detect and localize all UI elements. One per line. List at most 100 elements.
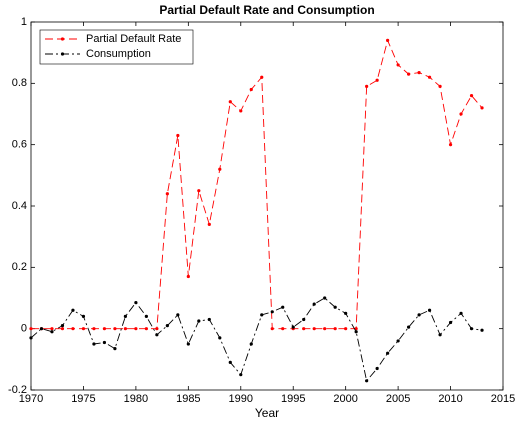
point bbox=[207, 317, 211, 322]
y-tick-label: -0.2 bbox=[8, 384, 27, 396]
y-tick-label: 1 bbox=[21, 16, 27, 28]
x-tick-label: 2010 bbox=[438, 393, 462, 405]
point bbox=[134, 327, 138, 331]
point bbox=[480, 106, 484, 110]
point bbox=[71, 327, 75, 331]
point bbox=[438, 84, 442, 88]
legend-marker bbox=[60, 52, 65, 56]
y-tick-label: 0 bbox=[21, 323, 27, 335]
chart-title: Partial Default Rate and Consumption bbox=[159, 3, 374, 17]
point bbox=[365, 84, 369, 88]
point bbox=[239, 373, 243, 377]
point bbox=[60, 327, 65, 331]
point bbox=[386, 38, 390, 43]
series-line bbox=[31, 39, 483, 330]
point bbox=[375, 78, 379, 82]
point bbox=[302, 327, 306, 331]
point bbox=[438, 333, 442, 337]
point bbox=[228, 100, 232, 104]
x-axis-label: Year bbox=[255, 406, 279, 420]
point bbox=[396, 63, 400, 67]
point bbox=[291, 325, 295, 329]
point bbox=[407, 325, 411, 329]
point bbox=[260, 75, 264, 79]
point bbox=[186, 274, 190, 279]
point bbox=[218, 167, 222, 171]
point bbox=[186, 342, 190, 346]
point bbox=[165, 324, 169, 328]
point bbox=[155, 333, 159, 337]
point bbox=[312, 302, 316, 306]
point bbox=[29, 327, 33, 331]
point bbox=[218, 336, 222, 340]
point bbox=[281, 327, 285, 331]
point bbox=[344, 327, 348, 331]
point bbox=[344, 311, 348, 315]
point bbox=[459, 311, 463, 315]
point bbox=[50, 330, 54, 334]
x-tick-label: 1970 bbox=[19, 393, 43, 405]
point bbox=[375, 366, 379, 371]
legend-label: Partial Default Rate bbox=[86, 33, 181, 45]
point bbox=[469, 94, 474, 98]
x-tick-label: 1975 bbox=[71, 393, 95, 405]
point bbox=[144, 314, 148, 318]
point bbox=[207, 222, 211, 226]
point bbox=[197, 189, 201, 193]
point bbox=[81, 327, 86, 331]
point bbox=[155, 327, 159, 331]
point bbox=[92, 327, 96, 331]
point bbox=[396, 339, 400, 343]
point bbox=[448, 320, 453, 325]
point bbox=[312, 327, 316, 331]
point bbox=[50, 327, 54, 331]
point bbox=[60, 324, 65, 328]
point bbox=[427, 75, 432, 79]
legend-label: Consumption bbox=[86, 48, 151, 60]
point bbox=[407, 72, 411, 76]
x-tick-label: 2015 bbox=[491, 393, 515, 405]
point bbox=[333, 327, 337, 331]
point bbox=[102, 327, 107, 331]
x-tick-label: 1995 bbox=[281, 393, 305, 405]
point bbox=[113, 347, 117, 351]
point bbox=[249, 342, 253, 346]
point bbox=[123, 314, 127, 318]
point bbox=[144, 327, 148, 331]
point bbox=[260, 313, 264, 317]
point bbox=[469, 327, 474, 331]
point bbox=[197, 319, 201, 323]
point bbox=[92, 342, 96, 346]
point bbox=[176, 313, 180, 317]
point bbox=[39, 327, 44, 331]
y-tick-label: 0.8 bbox=[12, 77, 27, 89]
point bbox=[281, 305, 285, 309]
x-tick-label: 1990 bbox=[229, 393, 253, 405]
point bbox=[302, 317, 306, 322]
point bbox=[386, 351, 390, 355]
point bbox=[270, 310, 274, 314]
point bbox=[165, 192, 169, 196]
point bbox=[459, 112, 463, 116]
point bbox=[417, 71, 421, 75]
point bbox=[81, 314, 86, 318]
y-tick-label: 0.6 bbox=[12, 139, 27, 151]
y-tick-label: 0.4 bbox=[12, 200, 27, 212]
point bbox=[134, 301, 138, 305]
point bbox=[365, 379, 369, 383]
point bbox=[71, 308, 75, 312]
x-tick-label: 2000 bbox=[333, 393, 357, 405]
point bbox=[354, 330, 358, 334]
point bbox=[113, 327, 117, 331]
point bbox=[249, 87, 253, 92]
point bbox=[102, 340, 107, 345]
point bbox=[228, 360, 232, 364]
point bbox=[323, 296, 327, 300]
point bbox=[417, 313, 421, 317]
point bbox=[29, 336, 33, 340]
x-tick-label: 2005 bbox=[386, 393, 410, 405]
point bbox=[427, 308, 432, 312]
point bbox=[123, 327, 127, 331]
point bbox=[176, 133, 180, 138]
